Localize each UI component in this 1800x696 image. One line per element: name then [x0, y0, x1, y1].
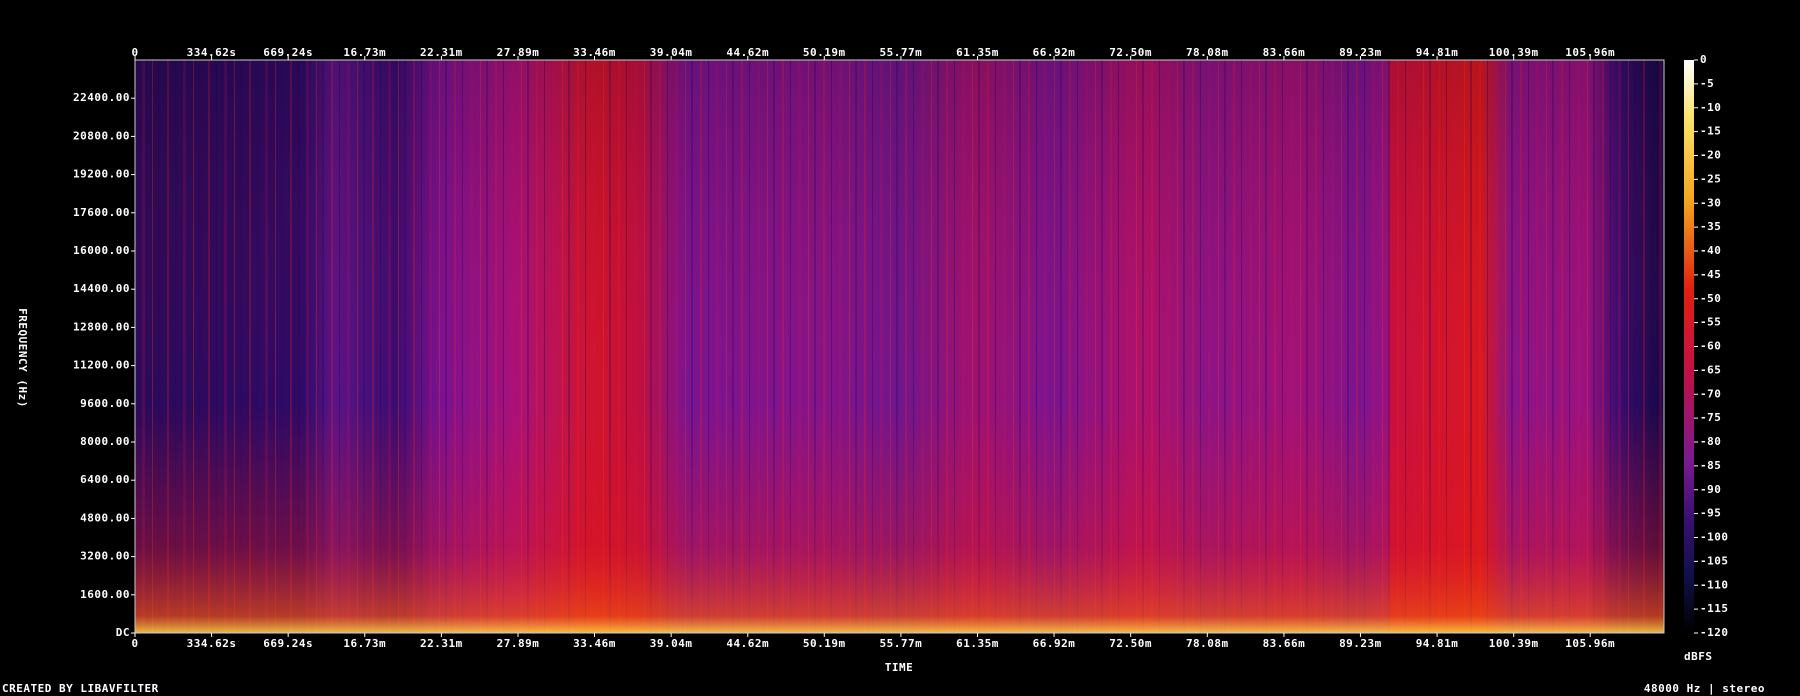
y-tick-label: 1600.00 [80, 588, 130, 601]
colorbar-tick-label: -85 [1700, 459, 1721, 472]
colorbar-tick-label: -35 [1700, 220, 1721, 233]
x-tick-label-top: 0 [131, 46, 138, 59]
colorbar-tick-label: -20 [1700, 149, 1721, 162]
x-tick-label-top: 83.66m [1263, 46, 1306, 59]
x-tick-label-bottom: 44.62m [726, 637, 769, 650]
y-tick-label: 22400.00 [73, 91, 130, 104]
x-tick-label-bottom: 72.50m [1109, 637, 1152, 650]
x-tick-label-bottom: 78.08m [1186, 637, 1229, 650]
y-tick-label: 20800.00 [73, 129, 130, 142]
spectrogram-low-band [135, 60, 1664, 633]
x-tick-label-bottom: 94.81m [1416, 637, 1459, 650]
y-tick-label: 14400.00 [73, 282, 130, 295]
x-tick-label-top: 61.35m [956, 46, 999, 59]
x-tick-label-top: 66.92m [1033, 46, 1076, 59]
x-tick-label-bottom: 27.89m [497, 637, 540, 650]
colorbar-tick-label: -120 [1700, 626, 1729, 639]
x-tick-label-top: 334.62s [187, 46, 237, 59]
colorbar-tick-label: -15 [1700, 125, 1721, 138]
colorbar-tick-label: -75 [1700, 411, 1721, 424]
colorbar-tick-label: -60 [1700, 340, 1721, 353]
footer-right: 48000 Hz | stereo [1644, 682, 1765, 695]
colorbar [1684, 60, 1694, 633]
colorbar-tick-label: -70 [1700, 387, 1721, 400]
colorbar-tick-label: -65 [1700, 363, 1721, 376]
x-tick-label-top: 44.62m [726, 46, 769, 59]
colorbar-label: dBFS [1684, 650, 1713, 663]
colorbar-tick-label: -45 [1700, 268, 1721, 281]
x-tick-label-top: 78.08m [1186, 46, 1229, 59]
x-tick-label-top: 16.73m [343, 46, 386, 59]
colorbar-tick-label: -30 [1700, 196, 1721, 209]
footer-left: CREATED BY LIBAVFILTER [2, 682, 159, 695]
x-tick-label-bottom: 16.73m [343, 637, 386, 650]
x-tick-label-bottom: 669.24s [263, 637, 313, 650]
x-tick-label-top: 100.39m [1489, 46, 1539, 59]
x-tick-label-bottom: 0 [131, 637, 138, 650]
y-tick-label: 6400.00 [80, 473, 130, 486]
colorbar-tick-label: -40 [1700, 244, 1721, 257]
colorbar-tick-label: -25 [1700, 172, 1721, 185]
x-axis-label: TIME [885, 661, 914, 674]
y-tick-label: 4800.00 [80, 511, 130, 524]
x-tick-label-top: 669.24s [263, 46, 313, 59]
y-axis-label: FREQUENCY (Hz) [16, 308, 29, 408]
colorbar-tick-label: -50 [1700, 292, 1721, 305]
y-tick-label: 19200.00 [73, 168, 130, 181]
x-tick-label-top: 39.04m [650, 46, 693, 59]
x-tick-label-bottom: 33.46m [573, 637, 616, 650]
colorbar-tick-label: -80 [1700, 435, 1721, 448]
colorbar-tick-label: -5 [1700, 77, 1714, 90]
y-tick-label: 17600.00 [73, 206, 130, 219]
x-tick-label-bottom: 39.04m [650, 637, 693, 650]
colorbar-tick-label: -110 [1700, 578, 1729, 591]
plot-frame [134, 59, 1665, 634]
x-tick-label-bottom: 55.77m [880, 637, 923, 650]
x-tick-label-bottom: 61.35m [956, 637, 999, 650]
colorbar-tick-label: -100 [1700, 531, 1729, 544]
x-tick-label-bottom: 89.23m [1339, 637, 1382, 650]
x-tick-label-top: 55.77m [880, 46, 923, 59]
y-tick-label: 11200.00 [73, 359, 130, 372]
x-tick-label-top: 89.23m [1339, 46, 1382, 59]
x-tick-label-bottom: 66.92m [1033, 637, 1076, 650]
x-tick-label-top: 22.31m [420, 46, 463, 59]
x-tick-label-top: 105.96m [1565, 46, 1615, 59]
y-tick-label: DC [116, 626, 130, 639]
x-tick-label-bottom: 50.19m [803, 637, 846, 650]
y-tick-label: 16000.00 [73, 244, 130, 257]
x-tick-label-bottom: 334.62s [187, 637, 237, 650]
colorbar-tick-label: -90 [1700, 483, 1721, 496]
y-tick-label: 8000.00 [80, 435, 130, 448]
x-tick-label-bottom: 22.31m [420, 637, 463, 650]
x-tick-label-top: 33.46m [573, 46, 616, 59]
colorbar-tick-label: -10 [1700, 101, 1721, 114]
x-tick-label-bottom: 83.66m [1263, 637, 1306, 650]
x-tick-label-bottom: 105.96m [1565, 637, 1615, 650]
x-tick-label-bottom: 100.39m [1489, 637, 1539, 650]
colorbar-tick-label: 0 [1700, 53, 1707, 66]
y-tick-label: 3200.00 [80, 550, 130, 563]
y-tick-label: 12800.00 [73, 320, 130, 333]
y-tick-label: 9600.00 [80, 397, 130, 410]
x-tick-label-top: 50.19m [803, 46, 846, 59]
x-tick-label-top: 72.50m [1109, 46, 1152, 59]
colorbar-tick-label: -105 [1700, 554, 1729, 567]
x-tick-label-top: 27.89m [497, 46, 540, 59]
spectrogram [135, 60, 1664, 633]
colorbar-tick-label: -55 [1700, 316, 1721, 329]
colorbar-tick-label: -115 [1700, 602, 1729, 615]
colorbar-tick-label: -95 [1700, 507, 1721, 520]
x-tick-label-top: 94.81m [1416, 46, 1459, 59]
